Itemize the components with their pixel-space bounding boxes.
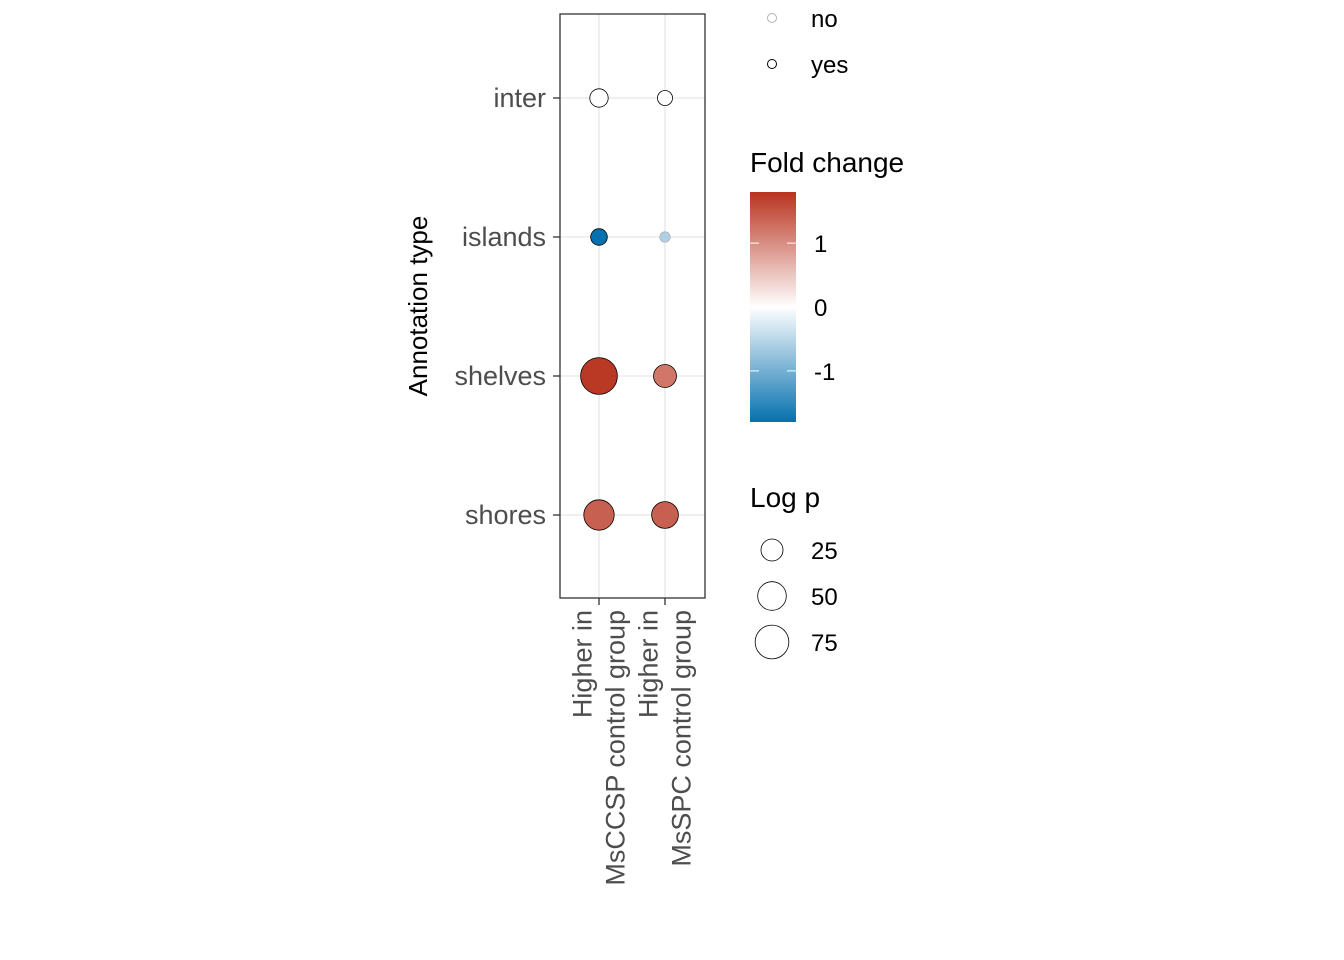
y-axis-title: Annotation type bbox=[403, 216, 433, 397]
x-tick-label-line: MsCCSP control group bbox=[601, 610, 631, 886]
y-axis: inter islands shelves shores bbox=[454, 83, 560, 530]
point-islands-1 bbox=[659, 231, 671, 243]
point-shores-0 bbox=[583, 499, 615, 531]
significance-legend: no yes bbox=[767, 6, 848, 79]
fold-change-legend: Fold change 1 0 -1 bbox=[750, 147, 904, 422]
point-inter-1 bbox=[657, 90, 673, 106]
log-p-legend: Log p 25 50 75 bbox=[750, 482, 838, 660]
x-axis: Higher in MsCCSP control group Higher in Ms… bbox=[568, 598, 697, 886]
plot-border bbox=[559, 13, 706, 599]
plot-panel bbox=[560, 14, 705, 598]
point-inter-0 bbox=[589, 88, 609, 108]
x-tick-label-line: MsSPC control group bbox=[667, 610, 697, 867]
log-p-label-25: 25 bbox=[811, 538, 838, 565]
log-p-label-75: 75 bbox=[811, 630, 838, 657]
log-p-key-25 bbox=[760, 538, 784, 562]
fold-change-legend-title: Fold change bbox=[750, 147, 904, 178]
y-tick-label-shores: shores bbox=[465, 500, 546, 530]
y-tick-label-islands: islands bbox=[462, 222, 546, 252]
x-tick-label-1: Higher in MsSPC control group bbox=[634, 610, 697, 867]
log-p-key-75 bbox=[754, 624, 790, 660]
significance-key-yes bbox=[767, 59, 777, 69]
point-islands-0 bbox=[590, 228, 608, 246]
log-p-legend-title: Log p bbox=[750, 482, 820, 513]
significance-label-yes: yes bbox=[811, 52, 848, 79]
x-tick-label-line: Higher in bbox=[568, 610, 598, 718]
colorbar-label: 0 bbox=[814, 295, 827, 322]
point-shores-1 bbox=[651, 501, 679, 529]
point-shelves-1 bbox=[653, 364, 677, 388]
data-points bbox=[580, 88, 679, 531]
significance-label-no: no bbox=[811, 6, 838, 33]
x-tick-label-0: Higher in MsCCSP control group bbox=[568, 610, 631, 886]
significance-key-no bbox=[767, 13, 777, 23]
colorbar-label: 1 bbox=[814, 231, 827, 258]
log-p-key-50 bbox=[757, 581, 787, 611]
colorbar-label: -1 bbox=[814, 359, 835, 386]
x-tick-label-line: Higher in bbox=[634, 610, 664, 718]
point-shelves-0 bbox=[580, 357, 618, 395]
y-tick-label-inter: inter bbox=[493, 83, 546, 113]
log-p-label-50: 50 bbox=[811, 584, 838, 611]
y-tick-label-shelves: shelves bbox=[454, 361, 546, 391]
